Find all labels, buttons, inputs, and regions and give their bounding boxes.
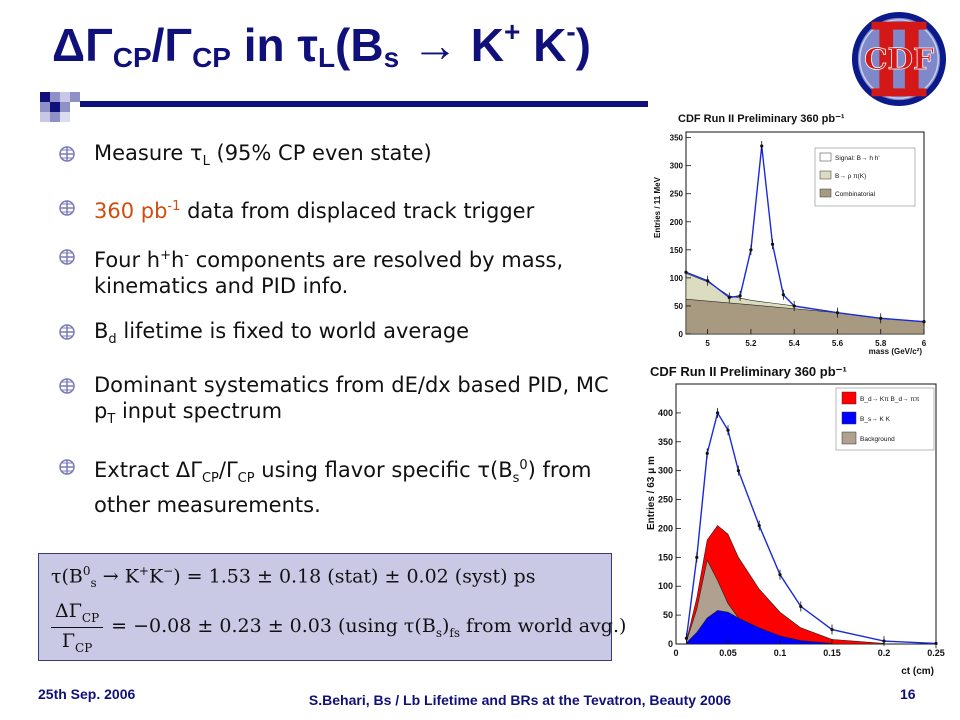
bullet-item: Bd lifetime is fixed to world average: [58, 318, 618, 353]
title-decoration: [40, 92, 648, 122]
x-tick-label: 5.6: [832, 339, 844, 348]
data-point: [760, 144, 764, 148]
x-tick-label: 0.25: [927, 648, 945, 658]
data-point: [749, 248, 753, 252]
y-tick-label: 0: [679, 330, 684, 339]
lifetime-distribution-chart: CDF Run II Preliminary 360 pb⁻¹ Entries …: [636, 360, 946, 678]
data-point: [684, 636, 688, 640]
x-tick-label: 0: [673, 648, 678, 658]
bullet-item: Four h+h- components are resolved by mas…: [58, 243, 618, 299]
data-point: [781, 293, 785, 297]
x-tick-label: 0.1: [774, 648, 787, 658]
bullet-globe-icon: [59, 378, 75, 395]
bullet-globe-icon: [59, 146, 75, 162]
cdf-logo-icon: CDF: [851, 11, 947, 107]
series-line: [685, 411, 937, 645]
y-tick-label: 200: [658, 523, 673, 533]
bullet-item: Extract ΔΓCP/ΓCP using flavor specific τ…: [58, 453, 618, 518]
x-tick-label: 6: [922, 339, 927, 348]
x-tick-label: 5.2: [745, 339, 757, 348]
bullet-list: Measure τL (95% CP even state) 360 pb-1 …: [58, 140, 618, 537]
formula-delta-gamma: ΔΓCP ΓCP = −0.08 ± 0.23 ± 0.03 (using τ(…: [51, 600, 626, 655]
x-tick-label: 0.2: [878, 648, 891, 658]
footer-citation: S.Behari, Bs / Lb Lifetime and BRs at th…: [308, 692, 732, 708]
bullet-globe-icon: [59, 458, 75, 475]
bullet-item: Dominant systematics from dE/dx based PI…: [58, 372, 618, 433]
mass-distribution-chart: CDF Run II Preliminary 360 pb⁻¹ Entries …: [650, 108, 930, 358]
chart-legend: Signal: B→ h h' B→ ρ π(K) Combinatorial: [814, 147, 916, 207]
data-point: [727, 295, 731, 300]
y-tick-label: 250: [658, 495, 673, 505]
bullet-item: 360 pb-1 data from displaced track trigg…: [58, 194, 618, 224]
data-point: [695, 555, 699, 559]
chart-title: CDF Run II Preliminary 360 pb⁻¹: [650, 364, 847, 379]
footer-date: 25th Sep. 2006: [38, 686, 136, 702]
x-tick-label: 0.05: [719, 648, 737, 658]
legend-item: Combinatorial: [835, 191, 876, 198]
x-tick-label: 5: [705, 339, 710, 348]
data-point: [835, 311, 840, 315]
legend-item: B_s→ K K: [860, 416, 891, 423]
y-axis-label: Entries / 11 MeV: [653, 176, 662, 238]
chart-title: CDF Run II Preliminary 360 pb⁻¹: [678, 113, 845, 125]
legend-swatch-partial: [819, 170, 832, 180]
y-tick-label: 50: [674, 302, 683, 311]
y-tick-label: 150: [658, 552, 673, 562]
data-point: [684, 270, 688, 274]
data-point: [705, 451, 709, 455]
result-formula-box: τ(B0s → K+K−) = 1.53 ± 0.18 (stat) ± 0.0…: [38, 553, 626, 661]
bullet-globe-icon: [59, 249, 75, 265]
y-tick-label: 350: [670, 134, 684, 143]
legend-swatch-bd: [841, 391, 857, 405]
y-tick-label: 100: [670, 274, 684, 283]
page-number: 16: [900, 686, 916, 702]
chart-legend: B_d→ Kπ B_d→ ππ B_s→ K K Background: [835, 387, 935, 451]
y-tick-label: 0: [668, 639, 673, 649]
x-tick-label: 5.8: [875, 339, 887, 348]
y-tick-label: 50: [663, 610, 673, 620]
data-point: [757, 523, 761, 528]
legend-item: Signal: B→ h h': [835, 155, 880, 162]
data-point: [738, 294, 742, 298]
y-tick-label: 250: [670, 190, 684, 199]
formula-lifetime: τ(B0s → K+K−) = 1.53 ± 0.18 (stat) ± 0.0…: [51, 564, 536, 591]
x-tick-label: 5.4: [789, 339, 801, 348]
y-tick-label: 100: [658, 581, 673, 591]
logo-text: CDF: [864, 41, 934, 76]
data-point: [799, 604, 803, 609]
bullet-globe-icon: [59, 324, 75, 340]
legend-swatch-signal: [819, 152, 832, 162]
series-line: [685, 145, 925, 323]
legend-swatch-background: [841, 431, 857, 445]
legend-swatch-bs: [841, 411, 857, 425]
y-axis-label: Entries / 63 μ m: [646, 456, 657, 530]
slide-title: ΔΓCP/ΓCP in τL(Bs → K+ K-): [52, 16, 591, 73]
legend-item: Background: [860, 436, 895, 443]
legend-item: B→ ρ π(K): [835, 173, 866, 180]
y-tick-label: 350: [658, 437, 673, 447]
data-point: [736, 469, 740, 473]
data-point: [706, 279, 710, 283]
data-point: [922, 320, 926, 324]
data-point: [770, 242, 775, 246]
y-tick-label: 200: [670, 218, 684, 227]
y-tick-label: 300: [670, 162, 684, 171]
data-point: [792, 304, 796, 308]
bullet-item: Measure τL (95% CP even state): [58, 140, 618, 175]
x-axis-label: ct (cm): [901, 666, 934, 677]
x-tick-label: 0.15: [823, 648, 841, 658]
y-tick-label: 300: [658, 466, 673, 476]
data-point: [778, 573, 782, 577]
data-point: [726, 428, 730, 432]
legend-item: B_d→ Kπ B_d→ ππ: [860, 396, 920, 403]
data-point: [830, 627, 834, 632]
data-point: [879, 316, 883, 320]
bullet-globe-icon: [59, 200, 75, 216]
fraction: ΔΓCP ΓCP: [51, 600, 104, 655]
y-tick-label: 150: [670, 246, 684, 255]
data-point: [716, 411, 720, 415]
legend-swatch-combinatorial: [819, 188, 832, 198]
x-axis-label: mass (GeV/c²): [869, 347, 923, 356]
y-tick-label: 400: [658, 408, 673, 418]
